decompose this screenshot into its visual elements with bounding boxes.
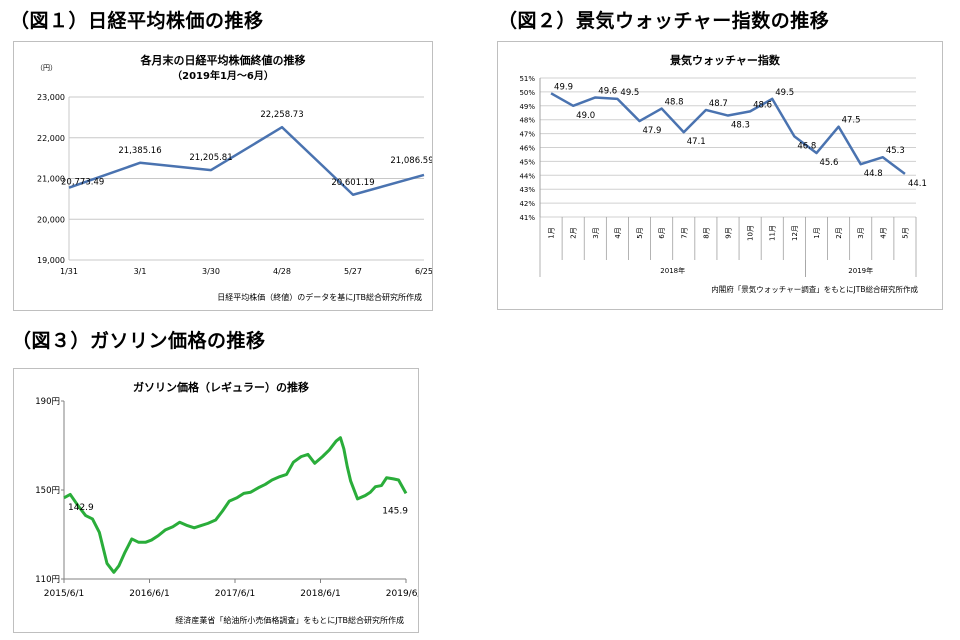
fig2-data-label: 49.5: [620, 88, 639, 98]
fig3-x-tick: 2015/6/1: [44, 589, 84, 599]
fig2-x-tick: 12月: [791, 225, 799, 241]
fig2-year-label: 2018年: [660, 266, 685, 275]
fig1-data-label: 21,385.16: [118, 146, 161, 156]
fig2-data-label: 47.1: [687, 137, 706, 147]
fig2-y-tick: 43%: [519, 186, 535, 194]
fig1-subtitle: （2019年1月〜6月）: [172, 69, 274, 82]
fig3-series-line: [63, 436, 408, 574]
fig2-x-tick: 4月: [614, 227, 622, 238]
fig2-data-label: 49.5: [775, 88, 794, 98]
fig2-y-tick: 47%: [519, 131, 535, 139]
fig1-x-tick: 3/1: [134, 267, 147, 276]
fig2-x-tick: 9月: [725, 227, 733, 238]
nikkei-chart: 各月末の日経平均株価終値の推移 （2019年1月〜6月） （円） 19,000 2…: [36, 53, 434, 302]
heading-fig2: （図２）景気ウォッチャー指数の推移: [498, 10, 830, 32]
fig2-year-label: 2019年: [848, 266, 873, 275]
fig1-data-label: 21,205.81: [189, 153, 232, 163]
fig3-x-tick: 2016/6/1: [129, 589, 169, 599]
fig1-y-tick: 21,000: [37, 175, 65, 184]
fig2-data-label: 49.6: [598, 86, 617, 96]
fig2-data-label: 44.1: [908, 179, 927, 189]
fig2-x-tick: 5月: [636, 227, 644, 238]
fig2-data-label: 47.5: [842, 116, 861, 126]
fig1-panel: 各月末の日経平均株価終値の推移 （2019年1月〜6月） （円） 19,000 2…: [13, 41, 434, 311]
fig3-y-tick: 150円: [35, 486, 60, 496]
fig3-annotation: 145.9: [382, 506, 408, 516]
fig2-y-tick: 44%: [519, 172, 535, 180]
fig1-title: 各月末の日経平均株価終値の推移: [140, 53, 306, 67]
fig1-y-tick: 23,000: [37, 93, 65, 102]
fig1-source: 日経平均株価（終値）のデータを基にJTB総合研究所作成: [217, 292, 422, 302]
fig2-x-tick: 7月: [680, 227, 688, 238]
fig3-source: 経済産業省「給油所小売価格調査」をもとにJTB総合研究所作成: [175, 615, 404, 625]
fig3-panel: ガソリン価格（レギュラー）の推移 110円 150円 190円 2015/6/1 20…: [13, 368, 426, 633]
fig3-title: ガソリン価格（レギュラー）の推移: [133, 380, 309, 394]
fig1-x-tick: 5/27: [344, 267, 362, 276]
fig2-data-label: 49.9: [554, 82, 573, 92]
fig1-unit: （円）: [36, 64, 57, 72]
fig1-y-tick: 22,000: [37, 134, 65, 143]
fig2-x-tick: 2月: [570, 227, 578, 238]
fig2-y-tick: 41%: [519, 214, 535, 222]
fig2-data-label: 49.0: [576, 111, 595, 121]
fig2-data-label: 46.8: [797, 141, 816, 151]
fig3-y-tick: 190円: [35, 397, 60, 407]
heading-fig3: （図３）ガソリン価格の推移: [12, 330, 266, 352]
fig2-data-label: 48.3: [731, 121, 750, 131]
fig2-x-tick: 3月: [857, 227, 865, 238]
fig2-x-tick: 11月: [769, 225, 777, 241]
fig2-series-line: [550, 92, 906, 175]
fig2-y-tick: 50%: [519, 89, 535, 97]
fig1-data-label: 21,086.59: [390, 156, 432, 166]
fig2-data-label: 48.6: [753, 100, 772, 110]
fig3-x-tick: 2017/6/1: [215, 589, 255, 599]
watcher-chart: 景気ウォッチャー指数 41% 42% 43% 44% 45% 46% 47% 48% 49% 50…: [519, 53, 927, 294]
fig2-x-tick: 6月: [658, 227, 666, 238]
fig2-x-tick: 10月: [747, 225, 755, 241]
fig2-data-label: 44.8: [864, 169, 883, 179]
fig2-x-tick: 1月: [548, 227, 556, 238]
fig2-x-tick: 4月: [879, 227, 887, 238]
fig3-x-tick: 2019/6/1: [386, 589, 418, 599]
fig2-data-label: 48.8: [665, 98, 684, 108]
fig2-panel: 景気ウォッチャー指数 41% 42% 43% 44% 45% 46% 47% 48% 49% 50…: [497, 41, 943, 310]
fig2-x-tick: 1月: [813, 227, 821, 238]
heading-fig1: （図１）日経平均株価の推移: [10, 10, 264, 32]
fig1-x-tick: 6/25: [415, 267, 432, 276]
fig3-annotation: 142.9: [68, 503, 94, 513]
fig3-y-tick: 110円: [35, 575, 60, 585]
fig2-y-tick: 42%: [519, 200, 535, 208]
fig1-y-tick: 19,000: [37, 256, 65, 265]
gasoline-chart: ガソリン価格（レギュラー）の推移 110円 150円 190円 2015/6/1 20…: [35, 380, 426, 625]
fig2-data-label: 45.3: [886, 146, 905, 156]
fig2-source: 内閣府「景気ウォッチャー調査」をもとにJTB総合研究所作成: [711, 284, 918, 294]
fig1-x-tick: 1/31: [60, 267, 78, 276]
fig2-data-label: 45.6: [819, 158, 838, 168]
fig1-series-line: [68, 125, 425, 197]
fig2-title: 景気ウォッチャー指数: [669, 53, 781, 67]
fig1-x-tick: 3/30: [202, 267, 220, 276]
fig2-data-label: 48.7: [709, 99, 728, 109]
fig1-data-label: 20,773.49: [61, 178, 104, 188]
fig2-x-tick: 5月: [901, 227, 909, 238]
fig3-x-tick: 2018/6/1: [300, 589, 340, 599]
fig2-x-tick: 2月: [835, 227, 843, 238]
fig1-y-tick: 20,000: [37, 215, 65, 224]
fig2-data-label: 47.9: [643, 126, 662, 136]
fig1-x-tick: 4/28: [273, 267, 291, 276]
fig1-data-label: 22,258.73: [260, 110, 303, 120]
fig2-y-tick: 48%: [519, 117, 535, 125]
fig2-y-tick: 51%: [519, 75, 535, 83]
fig2-y-tick: 49%: [519, 103, 535, 111]
fig1-data-label: 20,601.19: [331, 178, 374, 188]
fig2-x-tick: 3月: [592, 227, 600, 238]
fig2-y-tick: 45%: [519, 158, 535, 166]
fig2-y-tick: 46%: [519, 145, 535, 153]
fig2-x-tick: 8月: [702, 227, 710, 238]
